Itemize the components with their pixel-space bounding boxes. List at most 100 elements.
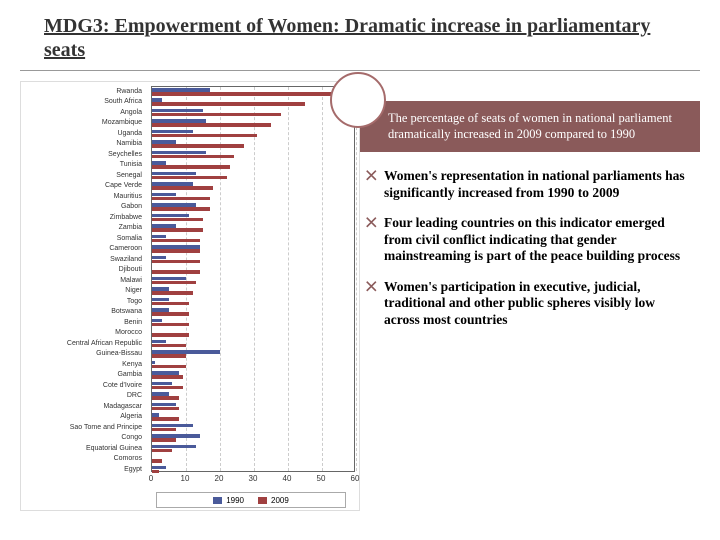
bar-1990 xyxy=(152,140,176,144)
bar-1990 xyxy=(152,161,166,165)
country-label: Angola xyxy=(17,108,142,118)
legend-label-2009: 2009 xyxy=(271,496,289,505)
country-label: Algeria xyxy=(17,412,142,422)
bar-1990 xyxy=(152,403,176,407)
bar-1990 xyxy=(152,287,169,291)
bar-1990 xyxy=(152,224,176,228)
bar-1990 xyxy=(152,214,189,218)
chart-x-axis: 0102030405060 xyxy=(151,474,355,488)
bar-1990 xyxy=(152,371,179,375)
bar-1990 xyxy=(152,298,169,302)
country-label: Cote d'Ivoire xyxy=(17,381,142,391)
bar-2009 xyxy=(152,207,210,211)
content-row: RwandaSouth AfricaAngolaMozambiqueUganda… xyxy=(0,81,720,511)
bullet-item: ྾ Women's participation in executive, ju… xyxy=(366,279,688,328)
legend-label-1990: 1990 xyxy=(226,496,244,505)
bar-2009 xyxy=(152,123,271,127)
bar-chart: RwandaSouth AfricaAngolaMozambiqueUganda… xyxy=(20,81,360,511)
bar-2009 xyxy=(152,407,179,411)
bullet-icon: ྾ xyxy=(366,168,384,201)
country-label: Central African Republic xyxy=(17,339,142,349)
country-label: Cape Verde xyxy=(17,181,142,191)
country-label: Kenya xyxy=(17,360,142,370)
bar-2009 xyxy=(152,302,189,306)
bar-1990 xyxy=(152,235,166,239)
bar-1990 xyxy=(152,245,200,249)
legend-swatch-2009 xyxy=(258,497,267,504)
bar-1990 xyxy=(152,350,220,354)
bar-1990 xyxy=(152,256,166,260)
chart-grid-line xyxy=(254,87,255,471)
bar-2009 xyxy=(152,428,176,432)
slide-title: MDG3: Empowerment of Women: Dramatic inc… xyxy=(44,14,676,62)
country-label: Comoros xyxy=(17,454,142,464)
x-tick-label: 20 xyxy=(215,474,224,483)
bar-2009 xyxy=(152,396,179,400)
x-tick-label: 60 xyxy=(351,474,360,483)
bar-2009 xyxy=(152,459,162,463)
bar-1990 xyxy=(152,203,196,207)
bar-1990 xyxy=(152,424,193,428)
chart-column: RwandaSouth AfricaAngolaMozambiqueUganda… xyxy=(0,81,360,511)
country-label: Morocco xyxy=(17,328,142,338)
bar-2009 xyxy=(152,365,186,369)
x-tick-label: 0 xyxy=(149,474,153,483)
country-label: Zimbabwe xyxy=(17,213,142,223)
bar-2009 xyxy=(152,197,210,201)
bar-1990 xyxy=(152,434,200,438)
bar-1990 xyxy=(152,193,176,197)
country-label: Gabon xyxy=(17,202,142,212)
country-label: Botswana xyxy=(17,307,142,317)
bar-2009 xyxy=(152,291,193,295)
bar-2009 xyxy=(152,333,189,337)
chart-grid-line xyxy=(356,87,357,471)
country-label: Senegal xyxy=(17,171,142,181)
country-label: Niger xyxy=(17,286,142,296)
bar-2009 xyxy=(152,417,179,421)
country-label: Somalia xyxy=(17,234,142,244)
bar-1990 xyxy=(152,392,169,396)
bar-2009 xyxy=(152,312,189,316)
bar-1990 xyxy=(152,382,172,386)
bar-2009 xyxy=(152,344,186,348)
country-label: Mozambique xyxy=(17,118,142,128)
country-label: Uganda xyxy=(17,129,142,139)
bar-2009 xyxy=(152,218,203,222)
title-area: MDG3: Empowerment of Women: Dramatic inc… xyxy=(20,0,700,71)
bar-2009 xyxy=(152,470,159,474)
bar-1990 xyxy=(152,319,162,323)
bar-1990 xyxy=(152,88,210,92)
country-label: Guinea-Bissau xyxy=(17,349,142,359)
bar-2009 xyxy=(152,438,176,442)
bar-2009 xyxy=(152,260,200,264)
bar-1990 xyxy=(152,340,166,344)
bar-2009 xyxy=(152,239,200,243)
bar-1990 xyxy=(152,119,206,123)
bar-2009 xyxy=(152,270,200,274)
bar-1990 xyxy=(152,98,162,102)
country-label: Sao Tome and Principe xyxy=(17,423,142,433)
bar-2009 xyxy=(152,449,172,453)
bar-2009 xyxy=(152,186,213,190)
bullet-text: Women's participation in executive, judi… xyxy=(384,279,688,328)
country-label: Cameroon xyxy=(17,244,142,254)
country-label: Gambia xyxy=(17,370,142,380)
bar-2009 xyxy=(152,386,183,390)
country-label: Tunisia xyxy=(17,160,142,170)
bar-2009 xyxy=(152,102,305,106)
x-tick-label: 50 xyxy=(317,474,326,483)
bar-2009 xyxy=(152,249,200,253)
bar-2009 xyxy=(152,144,244,148)
slide: MDG3: Empowerment of Women: Dramatic inc… xyxy=(0,0,720,540)
bar-1990 xyxy=(152,182,193,186)
bar-2009 xyxy=(152,92,342,96)
bar-1990 xyxy=(152,109,203,113)
bullet-item: ྾ Four leading countries on this indicat… xyxy=(366,215,688,264)
chart-plot-area: RwandaSouth AfricaAngolaMozambiqueUganda… xyxy=(151,86,355,472)
bar-2009 xyxy=(152,165,230,169)
bullet-icon: ྾ xyxy=(366,215,384,264)
bullet-icon: ྾ xyxy=(366,279,384,328)
bullet-text: Four leading countries on this indicator… xyxy=(384,215,688,264)
bar-1990 xyxy=(152,413,159,417)
bar-2009 xyxy=(152,323,189,327)
